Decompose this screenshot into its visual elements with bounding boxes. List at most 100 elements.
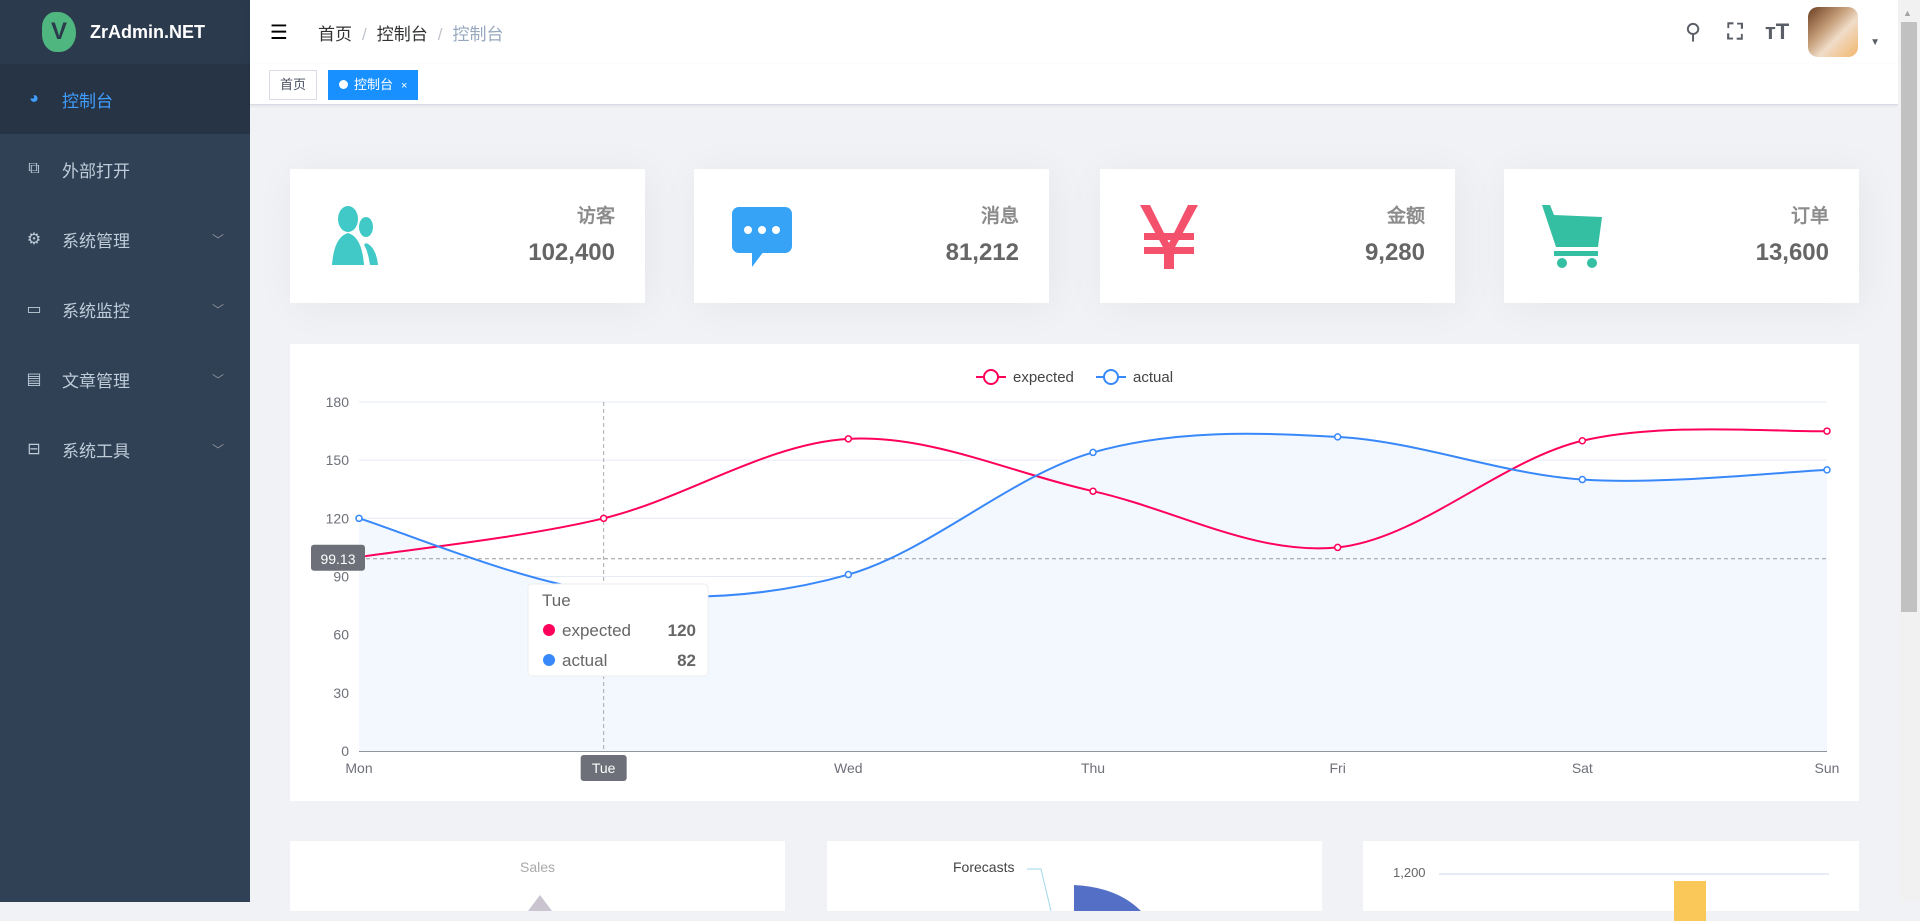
sidebar-item-article[interactable]: ▤ 文章管理 ﹀	[0, 344, 250, 414]
x-tick-label: Tue	[592, 760, 616, 776]
yen-icon	[1140, 205, 1198, 269]
sidebar-item-tools[interactable]: ⊟ 系统工具 ﹀	[0, 414, 250, 484]
line-chart[interactable]: 0 30 60 90 120 150 180 Mon Tue Wed Thu Fri Sat Sun 99.…	[290, 344, 1859, 801]
scroll-up-icon[interactable]: ▲	[1903, 8, 1912, 18]
y-tick-label: 60	[333, 627, 349, 643]
fullscreen-icon[interactable]: ⛶	[1727, 19, 1743, 44]
sidebar-item-external[interactable]: ⧉ 外部打开	[0, 134, 250, 204]
tag-dashboard[interactable]: 控制台 ×	[328, 70, 419, 100]
card-label: 访客	[576, 206, 615, 227]
toolbox-icon: ⊟	[27, 441, 41, 458]
tooltip-title: Tue	[542, 591, 571, 610]
close-icon[interactable]: ×	[401, 80, 408, 92]
people-icon	[332, 206, 378, 265]
message-icon	[732, 207, 792, 267]
chevron-down-icon: ﹀	[211, 442, 224, 457]
navbar: ☰ 首页 / 控制台 / 控制台 ⚲ ⛶ тT ▼	[250, 0, 1898, 64]
sidebar-item-monitor[interactable]: ▭ 系统监控 ﹀	[0, 274, 250, 344]
card-value: 102,400	[528, 239, 615, 266]
breadcrumb-home[interactable]: 首页	[318, 24, 352, 44]
pie-chart	[1027, 868, 1141, 911]
tooltip-marker	[543, 654, 555, 666]
y-pointer-label: 99.13	[320, 551, 355, 567]
chevron-down-icon: ﹀	[211, 302, 224, 317]
document-icon: ▤	[26, 371, 42, 388]
caret-down-icon[interactable]: ▼	[1870, 36, 1880, 48]
pie-label-line	[1027, 868, 1052, 911]
sidebar-item-label: 控制台	[62, 91, 113, 111]
sidebar-item-label: 外部打开	[62, 161, 130, 181]
data-point-actual	[355, 514, 363, 523]
data-point-expected	[599, 514, 608, 523]
external-link-icon: ⧉	[28, 160, 40, 177]
hamburger-icon[interactable]: ☰	[270, 21, 288, 44]
legend-label: actual	[1133, 369, 1173, 386]
pie-label: Forecasts	[953, 859, 1015, 875]
chevron-down-icon: ﹀	[211, 372, 224, 387]
series-area-actual	[359, 433, 1827, 751]
x-tick-label: Thu	[1081, 760, 1105, 776]
card-visitors[interactable]: 访客 102,400	[290, 169, 645, 303]
logo-icon: V	[42, 12, 76, 52]
data-point-expected	[1089, 487, 1097, 495]
legend-marker-actual	[1103, 369, 1119, 385]
bar-chart-panel: 1,200	[1363, 841, 1859, 921]
tooltip-value: 120	[668, 621, 696, 640]
y-tick-label: 90	[333, 569, 349, 585]
data-point-actual	[1089, 448, 1097, 457]
x-pointer-badge	[580, 755, 627, 781]
data-point-expected	[1333, 543, 1342, 552]
sidebar-item-label: 系统管理	[62, 231, 130, 251]
card-label: 订单	[1790, 206, 1829, 227]
radar-title: Sales	[519, 859, 556, 875]
scrollbar[interactable]: ▲	[1898, 0, 1920, 902]
card-messages[interactable]: 消息 81,212	[694, 169, 1049, 303]
sidebar-item-system[interactable]: ⚙ 系统管理 ﹀	[0, 204, 250, 274]
pie-slice	[1074, 885, 1141, 911]
breadcrumb-item[interactable]: 控制台	[376, 24, 428, 44]
bar-y-tick: 1,200	[1393, 865, 1426, 880]
card-orders[interactable]: 订单 13,600	[1504, 169, 1859, 303]
x-tick-label: Fri	[1330, 760, 1346, 776]
y-tick-label: 180	[326, 394, 350, 410]
y-tick-label: 120	[326, 510, 350, 526]
card-amount[interactable]: 金额 9,280	[1100, 169, 1455, 303]
radar-shape	[528, 895, 552, 911]
x-tick-label: Mon	[345, 760, 372, 776]
breadcrumb-separator: /	[437, 24, 443, 44]
tooltip-value: 82	[677, 651, 696, 670]
tag-home[interactable]: 首页	[269, 70, 318, 100]
x-tick-label: Wed	[834, 760, 863, 776]
shopping-cart-icon	[1542, 205, 1602, 268]
tooltip-box	[527, 583, 709, 677]
tooltip-marker	[543, 624, 555, 636]
y-tick-label: 30	[333, 685, 349, 701]
card-value: 13,600	[1755, 239, 1829, 266]
scrollbar-thumb[interactable]	[1901, 22, 1917, 612]
data-point-actual	[844, 570, 853, 579]
logo[interactable]: V ZrAdmin.NET	[0, 0, 250, 64]
font-size-icon[interactable]: тT	[1764, 19, 1790, 44]
card-label: 消息	[980, 206, 1019, 227]
tag-label: 首页	[280, 77, 307, 92]
legend-marker-expected	[983, 369, 999, 385]
data-point-expected	[844, 435, 853, 443]
data-point-expected	[1823, 427, 1831, 435]
app-title: ZrAdmin.NET	[90, 21, 205, 42]
sidebar-item-label: 系统监控	[62, 301, 130, 321]
tooltip: Tue expected 120 actual 82	[527, 583, 709, 677]
y-pointer-badge	[311, 544, 365, 571]
avatar[interactable]	[1808, 7, 1859, 57]
data-point-actual	[1578, 475, 1587, 484]
card-label: 金额	[1386, 206, 1425, 227]
sidebar-item-label: 文章管理	[62, 371, 130, 391]
legend-label: expected	[1013, 369, 1074, 386]
bar	[1674, 881, 1706, 921]
card-value: 81,212	[945, 239, 1019, 266]
sidebar-item-dashboard[interactable]: ◕ 控制台	[0, 64, 250, 134]
y-tick-label: 150	[326, 452, 350, 468]
gear-icon: ⚙	[26, 231, 42, 248]
x-tick-label: Sun	[1815, 760, 1840, 776]
breadcrumb-separator: /	[362, 24, 367, 44]
search-icon[interactable]: ⚲	[1685, 19, 1702, 44]
